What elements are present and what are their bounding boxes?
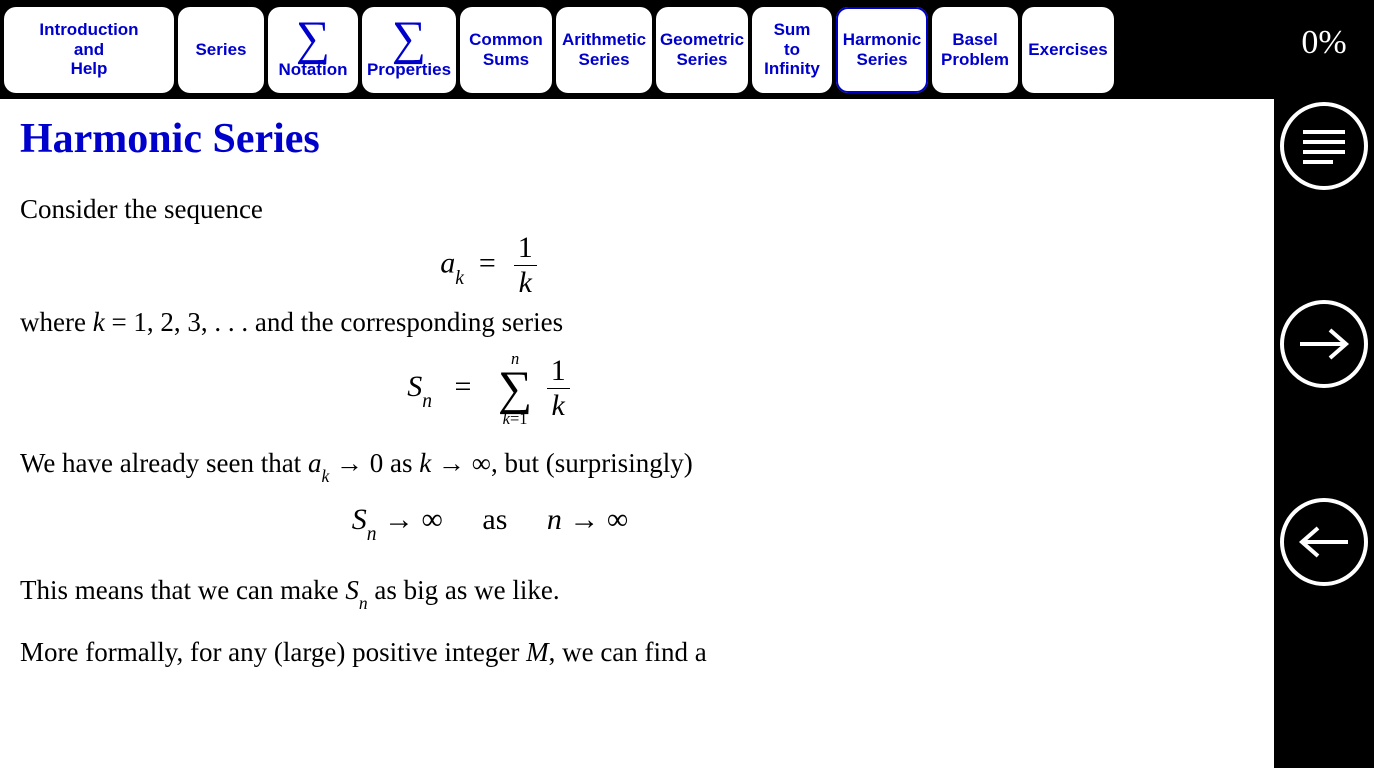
nav-tab-label: Geometric Series xyxy=(660,30,744,69)
nav-tab-label: Properties xyxy=(367,60,451,80)
equation-1: ak = 1k xyxy=(20,233,960,298)
nav-tab-7[interactable]: Sum to Infinity xyxy=(752,7,832,93)
para-4: This means that we can make Sn as big as… xyxy=(20,572,960,612)
nav-tab-label: Series xyxy=(195,40,246,60)
equation-2: Sn = n ∑ k=1 1k xyxy=(20,351,960,427)
arrow-left-icon xyxy=(1294,522,1354,562)
top-nav-bar: Introduction and HelpSeries∑Notation∑Pro… xyxy=(0,0,1274,99)
nav-tab-label: Arithmetic Series xyxy=(562,30,646,69)
nav-tab-9[interactable]: Basel Problem xyxy=(932,7,1018,93)
sigma-icon: ∑ xyxy=(296,20,330,58)
nav-tab-0[interactable]: Introduction and Help xyxy=(4,7,174,93)
page-title: Harmonic Series xyxy=(20,115,960,163)
nav-tab-10[interactable]: Exercises xyxy=(1022,7,1114,93)
nav-tab-1[interactable]: Series xyxy=(178,7,264,93)
para-1: Consider the sequence xyxy=(20,191,960,227)
nav-tab-label: Common Sums xyxy=(469,30,543,69)
menu-icon xyxy=(1297,124,1351,168)
nav-tab-4[interactable]: Common Sums xyxy=(460,7,552,93)
nav-tab-label: Exercises xyxy=(1028,40,1107,60)
next-button[interactable] xyxy=(1280,300,1368,388)
para-2: where k = 1, 2, 3, . . . and the corresp… xyxy=(20,304,960,340)
nav-tab-label: Sum to Infinity xyxy=(764,20,820,79)
nav-tab-label: Harmonic Series xyxy=(843,30,921,69)
content-area: Harmonic Series Consider the sequence ak… xyxy=(0,99,980,768)
nav-tab-8[interactable]: Harmonic Series xyxy=(836,7,928,93)
equation-3: Sn → ∞ as n → ∞ xyxy=(20,503,960,542)
sigma-icon: ∑ xyxy=(392,20,426,58)
nav-tab-label: Introduction and Help xyxy=(39,20,138,79)
nav-tab-5[interactable]: Arithmetic Series xyxy=(556,7,652,93)
nav-tab-2[interactable]: ∑Notation xyxy=(268,7,358,93)
prev-button[interactable] xyxy=(1280,498,1368,586)
arrow-right-icon xyxy=(1294,324,1354,364)
para-3: We have already seen that ak → 0 as k → … xyxy=(20,445,960,485)
nav-tab-6[interactable]: Geometric Series xyxy=(656,7,748,93)
progress-indicator: 0% xyxy=(1301,24,1346,62)
nav-tab-label: Basel Problem xyxy=(941,30,1009,69)
para-5: More formally, for any (large) positive … xyxy=(20,634,960,670)
menu-button[interactable] xyxy=(1280,102,1368,190)
nav-tab-label: Notation xyxy=(279,60,348,80)
side-panel: 0% xyxy=(1274,0,1374,768)
nav-tab-3[interactable]: ∑Properties xyxy=(362,7,456,93)
